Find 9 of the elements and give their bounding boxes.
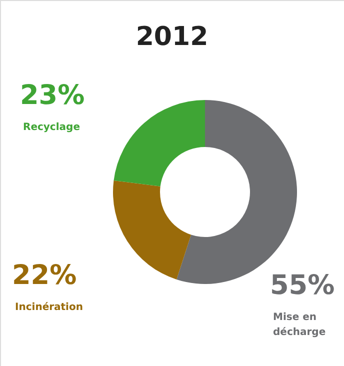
donut-slice bbox=[114, 100, 205, 186]
data-label: 55% bbox=[270, 270, 335, 301]
slice-label: Mise en décharge bbox=[273, 312, 326, 338]
chart-title: 2012 bbox=[136, 22, 208, 52]
slice-label: Recyclage bbox=[23, 122, 80, 133]
donut-slice bbox=[113, 180, 192, 280]
data-label: 23% bbox=[20, 80, 85, 111]
slice-label: Incinération bbox=[15, 302, 83, 313]
data-label: 22% bbox=[12, 260, 77, 291]
